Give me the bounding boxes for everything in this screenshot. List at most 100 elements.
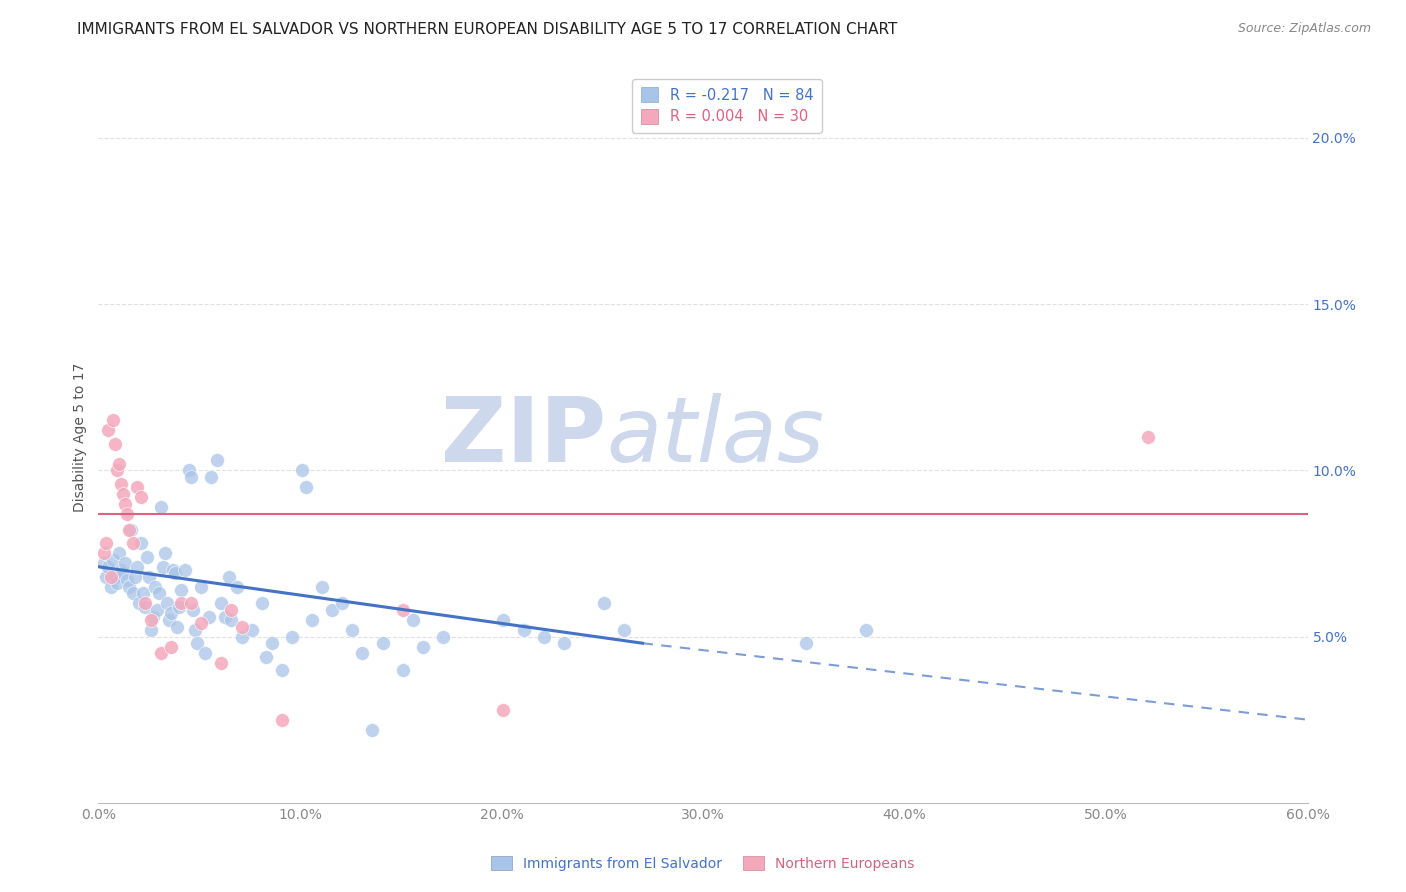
Point <box>291 463 314 477</box>
Point <box>100 570 122 584</box>
Point <box>391 603 413 617</box>
Point <box>115 507 138 521</box>
Point <box>167 599 190 614</box>
Point <box>492 703 515 717</box>
Point <box>118 523 141 537</box>
Point <box>96 536 118 550</box>
Point <box>160 607 183 621</box>
Point <box>281 630 304 644</box>
Point <box>152 559 174 574</box>
Point <box>118 580 141 594</box>
Point <box>139 613 162 627</box>
Point <box>111 486 134 500</box>
Point <box>179 463 201 477</box>
Point <box>129 490 152 504</box>
Point <box>200 470 222 484</box>
Point <box>190 616 212 631</box>
Point <box>512 623 534 637</box>
Point <box>184 623 207 637</box>
Point <box>371 636 394 650</box>
Point <box>142 609 165 624</box>
Point <box>209 656 232 670</box>
Point <box>124 570 146 584</box>
Point <box>139 623 162 637</box>
Point <box>254 649 277 664</box>
Point <box>138 570 160 584</box>
Point <box>93 546 115 560</box>
Point <box>231 619 253 633</box>
Point <box>221 613 243 627</box>
Point <box>143 580 166 594</box>
Point <box>190 580 212 594</box>
Point <box>301 613 323 627</box>
Point <box>101 413 124 427</box>
Text: Source: ZipAtlas.com: Source: ZipAtlas.com <box>1237 22 1371 36</box>
Point <box>107 546 129 560</box>
Text: atlas: atlas <box>606 393 824 481</box>
Point <box>128 596 150 610</box>
Point <box>180 470 202 484</box>
Point <box>160 640 183 654</box>
Point <box>125 480 148 494</box>
Point <box>198 609 221 624</box>
Point <box>114 557 136 571</box>
Point <box>149 646 172 660</box>
Point <box>132 586 155 600</box>
Point <box>218 570 240 584</box>
Point <box>114 497 136 511</box>
Point <box>361 723 384 737</box>
Point <box>134 596 156 610</box>
Point <box>148 586 170 600</box>
Point <box>391 663 413 677</box>
Point <box>1137 430 1160 444</box>
Point <box>162 563 184 577</box>
Point <box>412 640 434 654</box>
Point <box>103 436 125 450</box>
Point <box>180 596 202 610</box>
Point <box>125 559 148 574</box>
Point <box>170 582 193 597</box>
Point <box>115 573 138 587</box>
Point <box>149 500 172 514</box>
Point <box>163 566 186 581</box>
Point <box>166 619 188 633</box>
Point <box>295 480 318 494</box>
Point <box>194 646 217 660</box>
Point <box>120 523 142 537</box>
Y-axis label: Disability Age 5 to 17: Disability Age 5 to 17 <box>73 362 87 512</box>
Point <box>97 559 120 574</box>
Point <box>231 630 253 644</box>
Point <box>250 596 273 610</box>
Point <box>101 553 124 567</box>
Point <box>270 663 292 677</box>
Point <box>613 623 636 637</box>
Point <box>121 536 143 550</box>
Point <box>93 557 115 571</box>
Point <box>352 646 374 660</box>
Point <box>110 476 132 491</box>
Point <box>330 596 353 610</box>
Point <box>260 636 283 650</box>
Point <box>135 549 157 564</box>
Point <box>209 596 232 610</box>
Point <box>794 636 817 650</box>
Point <box>321 603 343 617</box>
Legend: Immigrants from El Salvador, Northern Europeans: Immigrants from El Salvador, Northern Eu… <box>486 850 920 876</box>
Point <box>170 596 193 610</box>
Point <box>226 580 249 594</box>
Legend: R = -0.217   N = 84, R = 0.004   N = 30: R = -0.217 N = 84, R = 0.004 N = 30 <box>633 78 823 133</box>
Point <box>157 613 180 627</box>
Point <box>129 536 152 550</box>
Point <box>432 630 454 644</box>
Point <box>111 566 134 581</box>
Point <box>134 599 156 614</box>
Point <box>121 586 143 600</box>
Point <box>492 613 515 627</box>
Point <box>146 603 169 617</box>
Point <box>100 580 122 594</box>
Point <box>214 609 236 624</box>
Point <box>342 623 364 637</box>
Point <box>153 546 176 560</box>
Point <box>181 603 204 617</box>
Point <box>105 463 128 477</box>
